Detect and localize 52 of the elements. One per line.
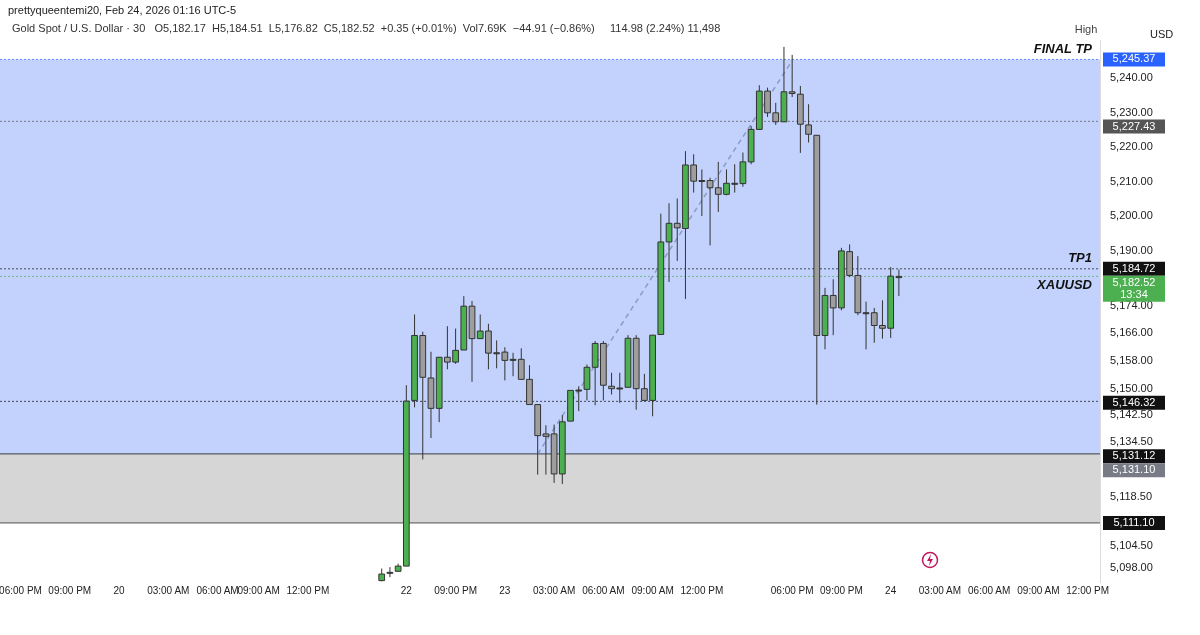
x-tick-label: 09:00 PM [820,584,863,596]
x-tick-label: 20 [113,584,126,596]
y-tick-label: 5,118.50 [1110,490,1153,503]
ref-line-label: 5,111.10 [1113,516,1155,528]
chart-title: Gold Spot / U.S. Dollar · 30 O5,182.17 H5,184.51 L5,176.82 C5,182.52 +0.35 (+0.01%) Vol7.69K −44.91 (−0.86%) 114.98 (2.24%) 11,498 [12,22,721,34]
y-tick-label: 5,142.50 [1110,407,1153,420]
x-tick-label: 09:00 AM [1017,584,1060,596]
x-tick-label: 09:00 AM [631,584,674,596]
y-tick-label: 5,134.50 [1110,435,1153,448]
y-tick-label: 5,210.00 [1110,174,1153,187]
ref-line-label: 5,227.43 [1112,119,1156,132]
x-tick-label: 12:00 PM [1066,584,1110,596]
x-tick-label: 06:00 AM [968,584,1011,596]
y-tick-label: 5,174.00 [1110,298,1153,311]
text: prettyqueentemi20, Feb 24, 2026 01:16 UTC-5 [8,4,237,16]
x-tick-label: 09:00 AM [237,584,280,596]
x-tick-label: 12:00 PM [286,584,330,596]
x-tick-label: 06:00 AM [582,584,625,596]
y-tick-label: 5,150.00 [1110,381,1153,394]
annotation: FINAL TP [1033,40,1093,56]
y-tick-label: 5,220.00 [1110,140,1153,153]
annotation: TP1 [1068,249,1092,265]
y-tick-label: 5,240.00 [1110,71,1153,84]
text: 13:34 [1120,287,1148,300]
ref-line-label: 5,184.72 [1112,261,1156,274]
x-tick-label: 03:00 AM [918,584,962,596]
x-tick-label: 06:00 PM [0,584,42,596]
y-tick-label: 5,166.00 [1110,326,1153,339]
x-tick-label: 06:00 PM [770,584,814,596]
y-tick-label: 5,104.50 [1110,538,1153,551]
x-tick-label: 03:00 AM [532,584,576,596]
x-tick-label: 23 [499,584,511,596]
y-tick-label: 5,158.00 [1110,354,1153,367]
text: High [1074,23,1098,36]
ref-line-label: 5,182.52 [1112,275,1156,288]
x-tick-label: 22 [400,584,413,596]
ref-line-label: 5,146.32 [1112,395,1156,408]
y-tick-label: 5,230.00 [1110,105,1153,118]
y-axis-title: USD [1150,28,1174,40]
y-tick-label: 5,200.00 [1110,209,1153,222]
x-tick-label: 03:00 AM [147,584,190,596]
y-tick-label: 5,098.00 [1110,561,1153,574]
ref-line-label: 5,131.10 [1112,463,1156,476]
y-tick-label: 5,190.00 [1110,243,1153,256]
x-tick-label: 09:00 PM [48,584,92,596]
x-tick-label: 24 [885,584,897,596]
ref-line-label: 5,131.12 [1112,449,1156,462]
annotation: XAUUSD [1036,277,1093,293]
x-tick-label: 06:00 AM [196,584,239,596]
x-tick-label: 12:00 PM [680,584,724,596]
ref-line-label: 5,245.37 [1112,52,1156,65]
x-tick-label: 09:00 PM [434,584,477,596]
